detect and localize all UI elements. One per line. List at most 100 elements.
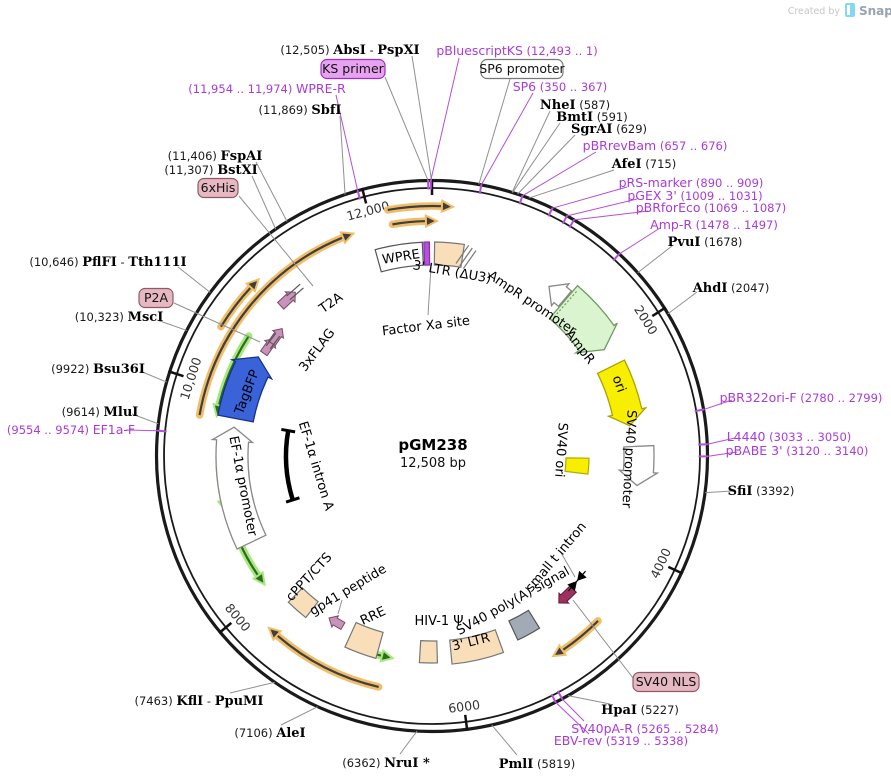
ef1a-intron-a-arc-cap — [281, 427, 296, 434]
tick-12000 — [360, 187, 368, 204]
callout-msci[interactable]: (10,323) MscI — [75, 310, 164, 325]
callout-sfii[interactable]: SfiI (3392) — [728, 484, 795, 499]
callout-prs-marker[interactable]: pRS-marker (890 .. 909) — [619, 175, 764, 190]
callout-leader-hpai — [567, 695, 611, 705]
callout-leader-alei — [280, 706, 318, 726]
callout-ks-primer[interactable]: KS primer — [322, 61, 385, 76]
cppt-cts-box[interactable] — [287, 587, 319, 619]
flag-arrow[interactable] — [267, 325, 288, 347]
callout-alei[interactable]: (7106) AleI — [234, 726, 305, 741]
callout-sp6-promoter[interactable]: SP6 promoter — [479, 61, 565, 76]
callout-wpre-r[interactable]: (11,954 .. 11,974) WPRE-R — [188, 81, 346, 96]
callout-absi-pspxi[interactable]: (12,505) AbsI - PspXI — [280, 43, 419, 58]
feature-label-hiv-1-[interactable]: HIV-1 Ψ — [414, 614, 463, 629]
small-t-intron-glyph[interactable] — [565, 568, 590, 594]
callout-box-sp6-promoter[interactable] — [480, 58, 564, 80]
callout-text-part: pBR322ori-F — [720, 390, 797, 405]
callout-box-p2a[interactable] — [138, 287, 174, 309]
callout-pbrrevbam[interactable]: pBRrevBam (657 .. 676) — [583, 138, 728, 153]
sv40-nls-arrow[interactable] — [554, 584, 578, 608]
callout-box-sv40-nls[interactable] — [632, 671, 700, 693]
callout-box-6xhis[interactable] — [197, 177, 239, 199]
callout-pvui[interactable]: PvuI (1678) — [668, 235, 743, 250]
callout-pflfi-tth111i[interactable]: (10,646) PflFI - Tth111I — [29, 255, 186, 270]
callout-ahdi[interactable]: AhdI (2047) — [692, 281, 770, 296]
callout-leader-l4440 — [707, 437, 736, 445]
ef1a-promoter-arrow[interactable] — [210, 426, 267, 550]
callout-text-part: 6xHis — [201, 180, 236, 195]
tagbfp-arrow[interactable] — [217, 356, 274, 423]
feature-label-sv40-ori[interactable]: SV40 ori — [551, 422, 570, 478]
feature-label-wpre[interactable]: WPRE — [381, 247, 421, 268]
rre-box[interactable] — [344, 621, 384, 660]
callout-afei[interactable]: AfeI (715) — [611, 157, 676, 172]
callout-mlui[interactable]: (9614) MluI — [62, 405, 139, 420]
ef1a-intron-a-arc[interactable] — [283, 430, 295, 501]
feature-label-3xflag[interactable]: 3xFLAG — [296, 326, 338, 375]
callout-leader-sp6 — [480, 92, 534, 186]
wpre-box[interactable] — [374, 241, 424, 273]
sv40-polya-box[interactable] — [508, 609, 541, 641]
ampr-arrow[interactable] — [548, 284, 618, 354]
feature-leader-line — [427, 266, 432, 316]
orf-upper-left-short-head — [244, 277, 261, 293]
callout-text-part: PpuMI — [215, 694, 264, 709]
callout-sbfi[interactable]: (11,869) SbfI — [258, 103, 341, 118]
sv40-promoter-arrow[interactable] — [617, 444, 660, 487]
callout-pmli[interactable]: PmlI (5819) — [499, 757, 575, 772]
hiv1-psi-box[interactable] — [418, 640, 439, 664]
callout-kfli-ppumi[interactable]: (7463) KflI - PpuMI — [134, 694, 263, 709]
callout-pbluescriptks[interactable]: pBluescriptKS (12,493 .. 1) — [436, 43, 597, 58]
callout-bstxi[interactable]: (11,307) BstXI — [164, 163, 257, 178]
callout-nhei[interactable]: NheI (587) — [540, 98, 610, 113]
callout-nrui[interactable]: (6362) NruI * — [342, 756, 430, 771]
callout-sv40pa-r[interactable]: SV40pA-R (5265 .. 5284) — [571, 721, 719, 736]
plasmid-size: 12,508 bp — [400, 456, 466, 471]
callout-leader-sp6-promoter — [478, 78, 511, 185]
callout-pgex-3[interactable]: pGEX 3' (1009 .. 1031) — [627, 188, 762, 203]
callout-bmti[interactable]: BmtI (591) — [556, 110, 627, 125]
ampr-promoter-arrow[interactable] — [548, 282, 573, 308]
ori-arrow[interactable] — [596, 359, 648, 427]
feature-label-rre[interactable]: RRE — [358, 604, 388, 629]
ltr3-du3-box[interactable] — [433, 241, 466, 268]
callout-6xhis[interactable]: 6xHis — [201, 180, 236, 195]
callout-text-part: (5319 .. 5338) — [602, 734, 688, 748]
callout-l4440[interactable]: L4440 (3033 .. 3050) — [727, 429, 852, 444]
callout-ef1a-f[interactable]: (9554 .. 9574) EF1a-F — [7, 422, 135, 437]
primer-site-tick — [478, 184, 483, 194]
callout-text-part: HpaI — [601, 703, 637, 718]
feature-label-ori[interactable]: ori — [609, 374, 629, 395]
callout-pbr322ori-f[interactable]: pBR322ori-F (2780 .. 2799) — [720, 390, 883, 405]
t2a-arrow[interactable] — [276, 287, 300, 311]
orf-top-inner-head — [424, 213, 440, 229]
feature-label-ef-1-intron-a[interactable]: EF-1α intron A — [295, 420, 336, 513]
feature-label-t2a[interactable]: T2A — [316, 290, 346, 317]
callout-text-part: (6362) — [342, 756, 384, 770]
callout-fspai[interactable]: (11,406) FspAI — [168, 149, 263, 164]
feature-label-sv40-promoter[interactable]: SV40 promoter — [618, 410, 638, 509]
ef1a-intron-a-arc-cap — [285, 496, 300, 504]
feature-label-factor-xa-site[interactable]: Factor Xa site — [381, 314, 471, 340]
sv40-ori-box[interactable] — [564, 457, 590, 475]
factor-xa-bar[interactable] — [423, 241, 431, 266]
callout-pbabe-3[interactable]: pBABE 3' (3120 .. 3140) — [726, 443, 869, 458]
gp41-arrow[interactable] — [326, 612, 346, 631]
ltr3-box[interactable] — [449, 629, 505, 665]
callout-p2a[interactable]: P2A — [144, 290, 168, 305]
callout-bsu36i[interactable]: (9922) Bsu36I — [51, 362, 145, 377]
callout-leader-sbfi — [339, 115, 346, 195]
callout-leader-bsu36i — [139, 370, 167, 383]
callout-ebv-rev[interactable]: EBV-rev (5319 .. 5338) — [554, 733, 688, 748]
callout-box-ks-primer[interactable] — [320, 58, 386, 80]
callout-sp6[interactable]: SP6 (350 .. 367) — [513, 79, 608, 94]
callout-sgrai[interactable]: SgrAI (629) — [571, 122, 647, 137]
callout-sv40-nls[interactable]: SV40 NLS — [636, 674, 697, 689]
callout-leader-p2a — [173, 302, 261, 343]
callout-hpai[interactable]: HpaI (5227) — [601, 703, 679, 718]
callout-amp-r[interactable]: Amp-R (1478 .. 1497) — [650, 217, 778, 232]
callout-text-part: (12,505) — [280, 43, 333, 57]
callout-pbrforeco[interactable]: pBRforEco (1069 .. 1087) — [636, 200, 787, 215]
callout-leader-ebv-rev — [555, 701, 590, 735]
callout-text-part: (5265 .. 5284) — [633, 722, 719, 736]
